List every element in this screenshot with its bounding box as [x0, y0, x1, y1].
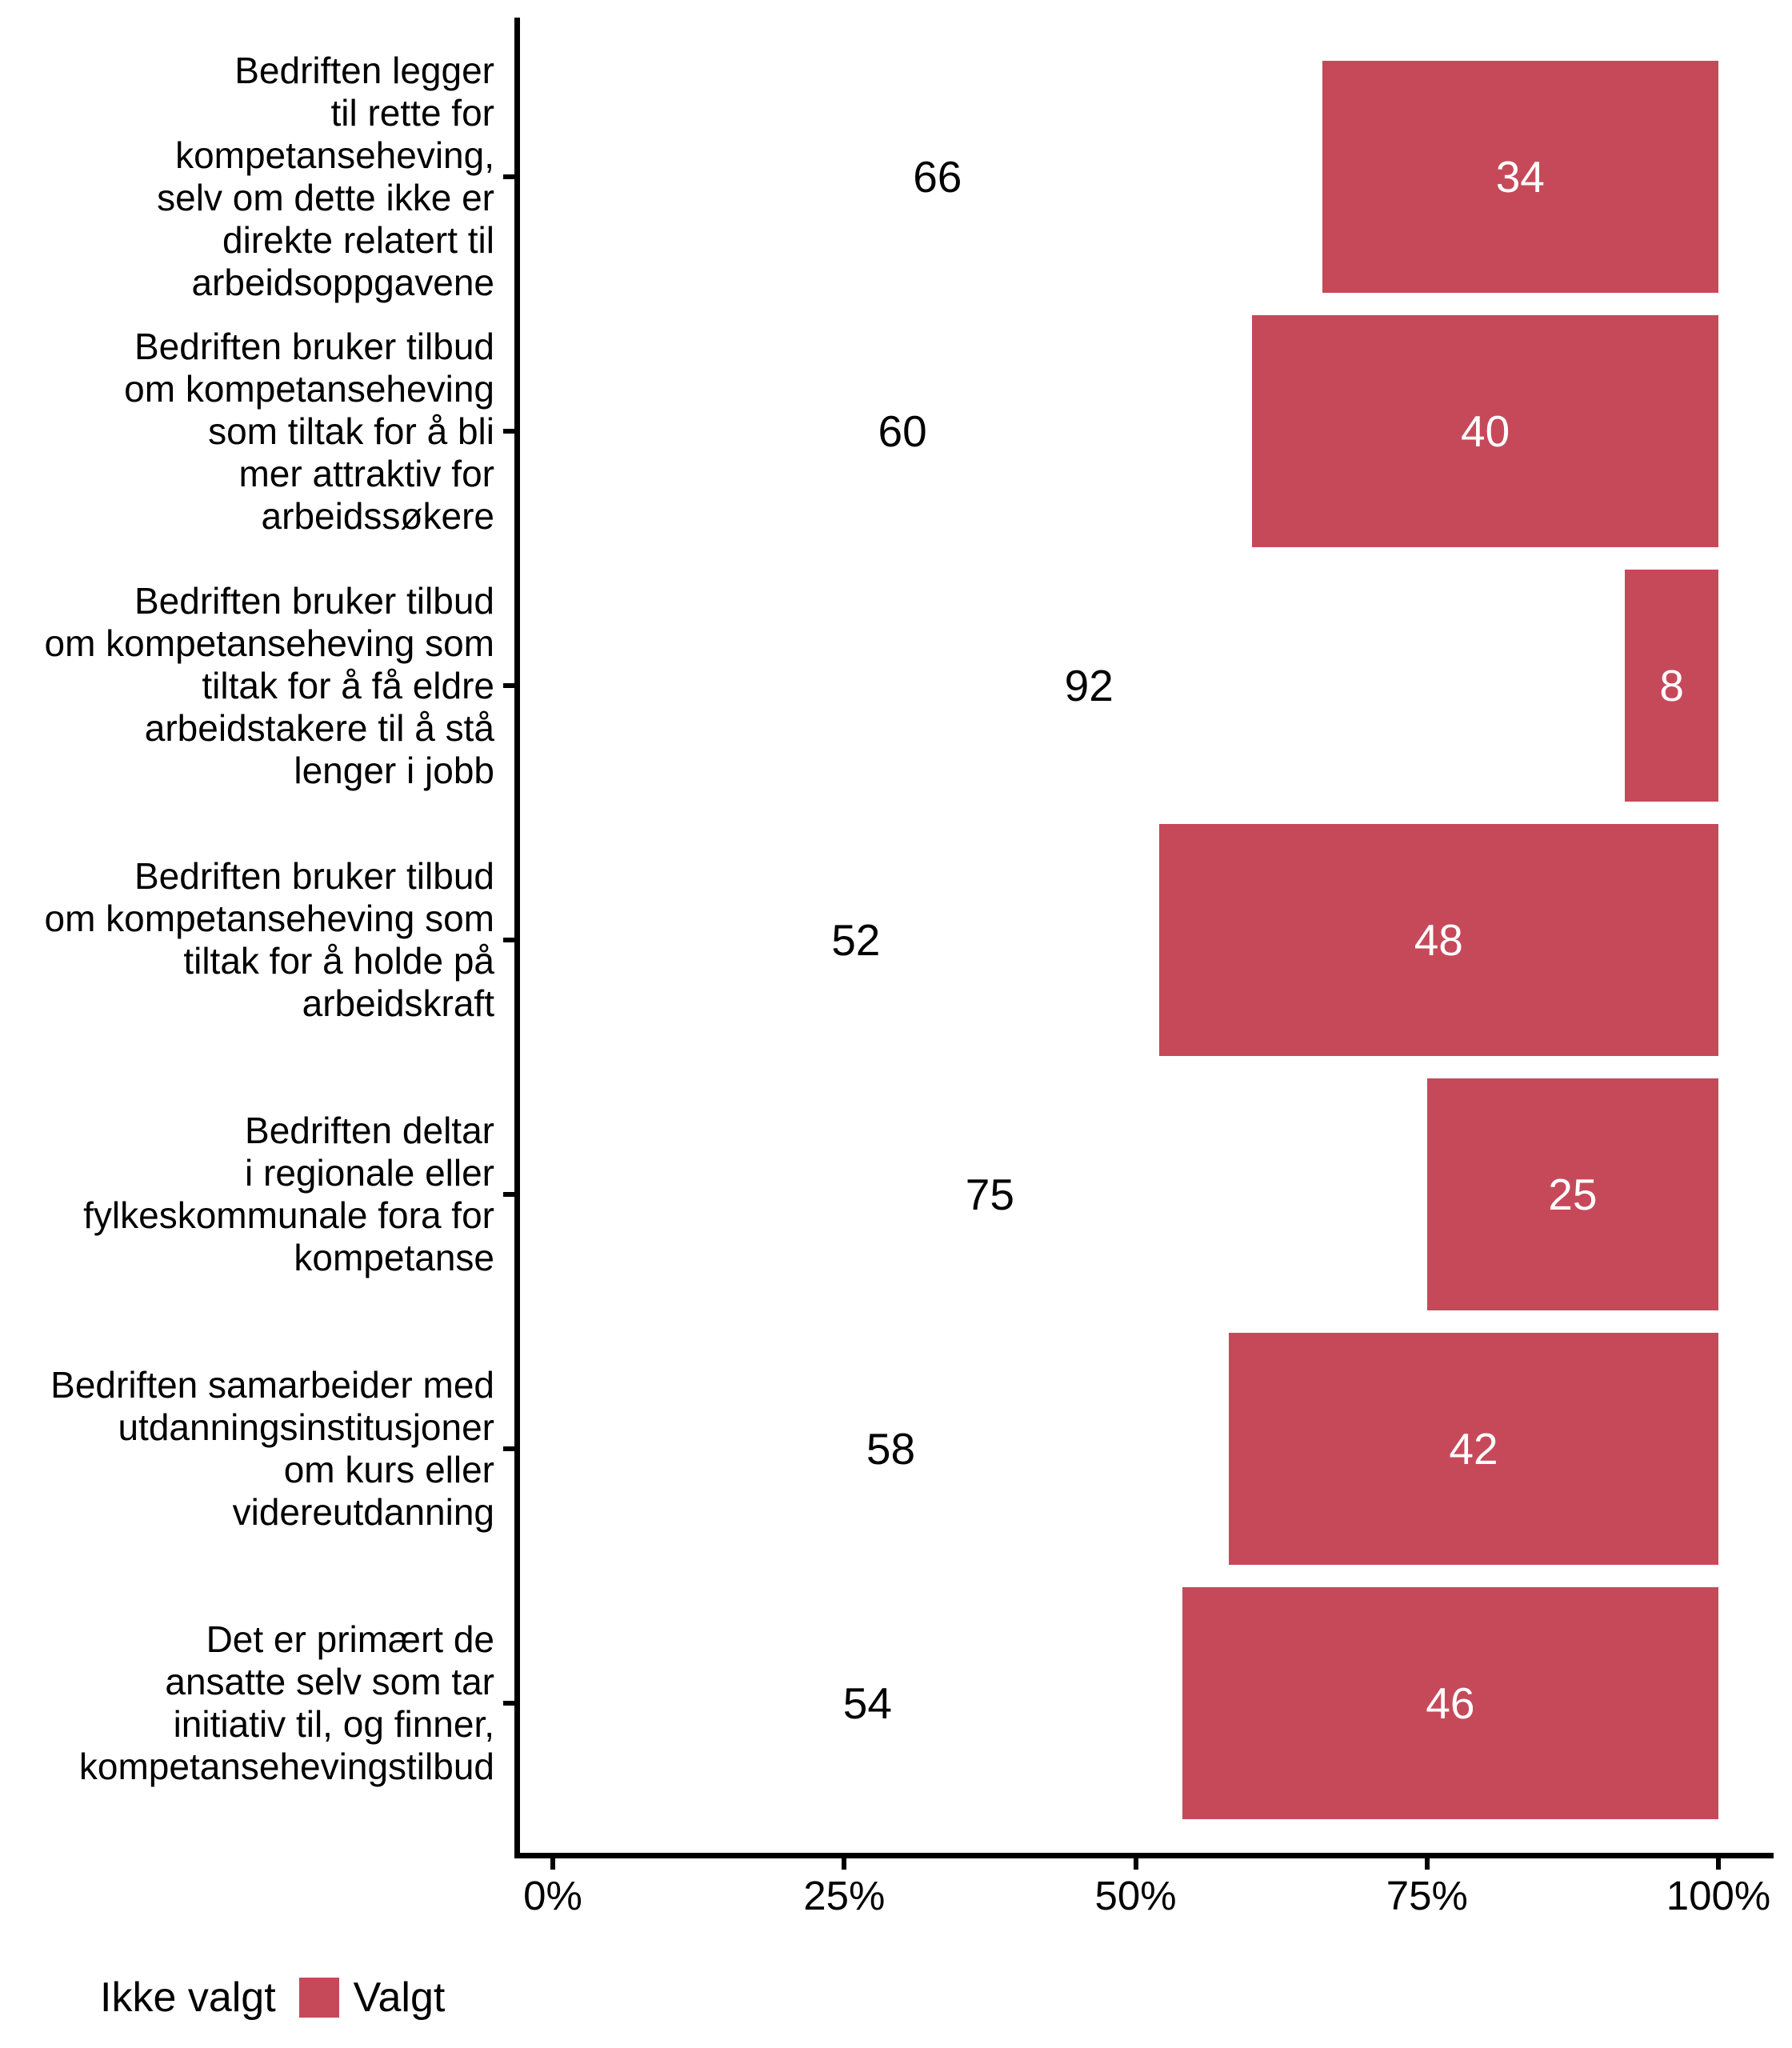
y-axis-tick: [503, 938, 514, 942]
y-axis-line: [514, 18, 520, 1858]
bar-segment-valgt: [1322, 61, 1718, 293]
x-axis-tick: [1424, 1858, 1430, 1870]
x-axis-tick-label: 0%: [523, 1873, 582, 1918]
bar-segment-valgt: [1625, 570, 1718, 802]
legend-swatch-valgt: [298, 1978, 339, 2018]
x-axis-tick: [1133, 1858, 1138, 1870]
bar-segment-ikke-valgt: [553, 315, 1253, 547]
y-axis-tick: [503, 1446, 514, 1451]
bar-segment-ikke-valgt: [553, 61, 1322, 293]
x-axis-tick-label: 75%: [1386, 1873, 1468, 1918]
value-label-ikke-valgt: 60: [878, 406, 927, 456]
bar-segment-ikke-valgt: [553, 570, 1626, 802]
chart-legend: Ikke valgt Valgt: [46, 1970, 468, 2026]
x-axis-line: [514, 1853, 1774, 1858]
x-axis-tick: [1716, 1858, 1721, 1870]
value-label-valgt: 42: [1449, 1424, 1498, 1474]
bar-segment-ikke-valgt: [553, 824, 1159, 1056]
legend-swatch-ikke-valgt: [46, 1978, 86, 2018]
bar-segment-ikke-valgt: [553, 1587, 1182, 1819]
category-label: Bedriften deltar i regionale eller fylke…: [83, 1110, 494, 1278]
legend-label-ikke-valgt: Ikke valgt: [100, 1974, 276, 2021]
value-label-ikke-valgt: 92: [1064, 661, 1114, 710]
value-label-valgt: 40: [1461, 406, 1510, 456]
category-label: Bedriften bruker tilbud om kompetansehev…: [44, 855, 494, 1024]
category-label: Bedriften samarbeider med utdanningsinst…: [50, 1364, 494, 1533]
y-axis-tick: [503, 1701, 514, 1706]
category-label: Det er primært de ansatte selv som tar i…: [78, 1618, 494, 1787]
x-axis-tick-label: 50%: [1094, 1873, 1177, 1918]
value-label-ikke-valgt: 66: [913, 152, 962, 202]
x-axis-tick-label: 100%: [1666, 1873, 1771, 1918]
y-axis-tick: [503, 1192, 514, 1197]
category-label: Bedriften bruker tilbud om kompetansehev…: [124, 325, 494, 537]
bar-segment-valgt: [1229, 1333, 1718, 1565]
bar-segment-valgt: [1252, 315, 1718, 547]
value-label-valgt: 46: [1426, 1678, 1475, 1728]
bar-segment-valgt: [1426, 1078, 1718, 1310]
category-label: Bedriften legger til rette for kompetans…: [157, 50, 494, 303]
bar-segment-valgt: [1182, 1587, 1718, 1819]
y-axis-tick: [503, 683, 514, 688]
x-axis-tick-label: 25%: [803, 1873, 886, 1918]
value-label-valgt: 8: [1659, 661, 1685, 710]
value-label-ikke-valgt: 58: [866, 1424, 916, 1474]
bar-segment-valgt: [1158, 824, 1718, 1056]
bar-segment-ikke-valgt: [553, 1333, 1230, 1565]
y-axis-tick: [503, 429, 514, 434]
bar-segment-ikke-valgt: [553, 1078, 1427, 1310]
x-axis-tick: [842, 1858, 847, 1870]
value-label-valgt: 48: [1414, 915, 1463, 965]
x-axis-tick: [550, 1858, 555, 1870]
value-label-ikke-valgt: 54: [842, 1678, 892, 1728]
value-label-valgt: 34: [1495, 152, 1545, 202]
value-label-ikke-valgt: 75: [965, 1170, 1014, 1219]
value-label-ikke-valgt: 52: [831, 915, 881, 965]
legend-label-valgt: Valgt: [353, 1974, 446, 2021]
category-label: Bedriften bruker tilbud om kompetansehev…: [44, 579, 494, 791]
value-label-valgt: 25: [1548, 1170, 1598, 1219]
y-axis-tick: [503, 174, 514, 179]
